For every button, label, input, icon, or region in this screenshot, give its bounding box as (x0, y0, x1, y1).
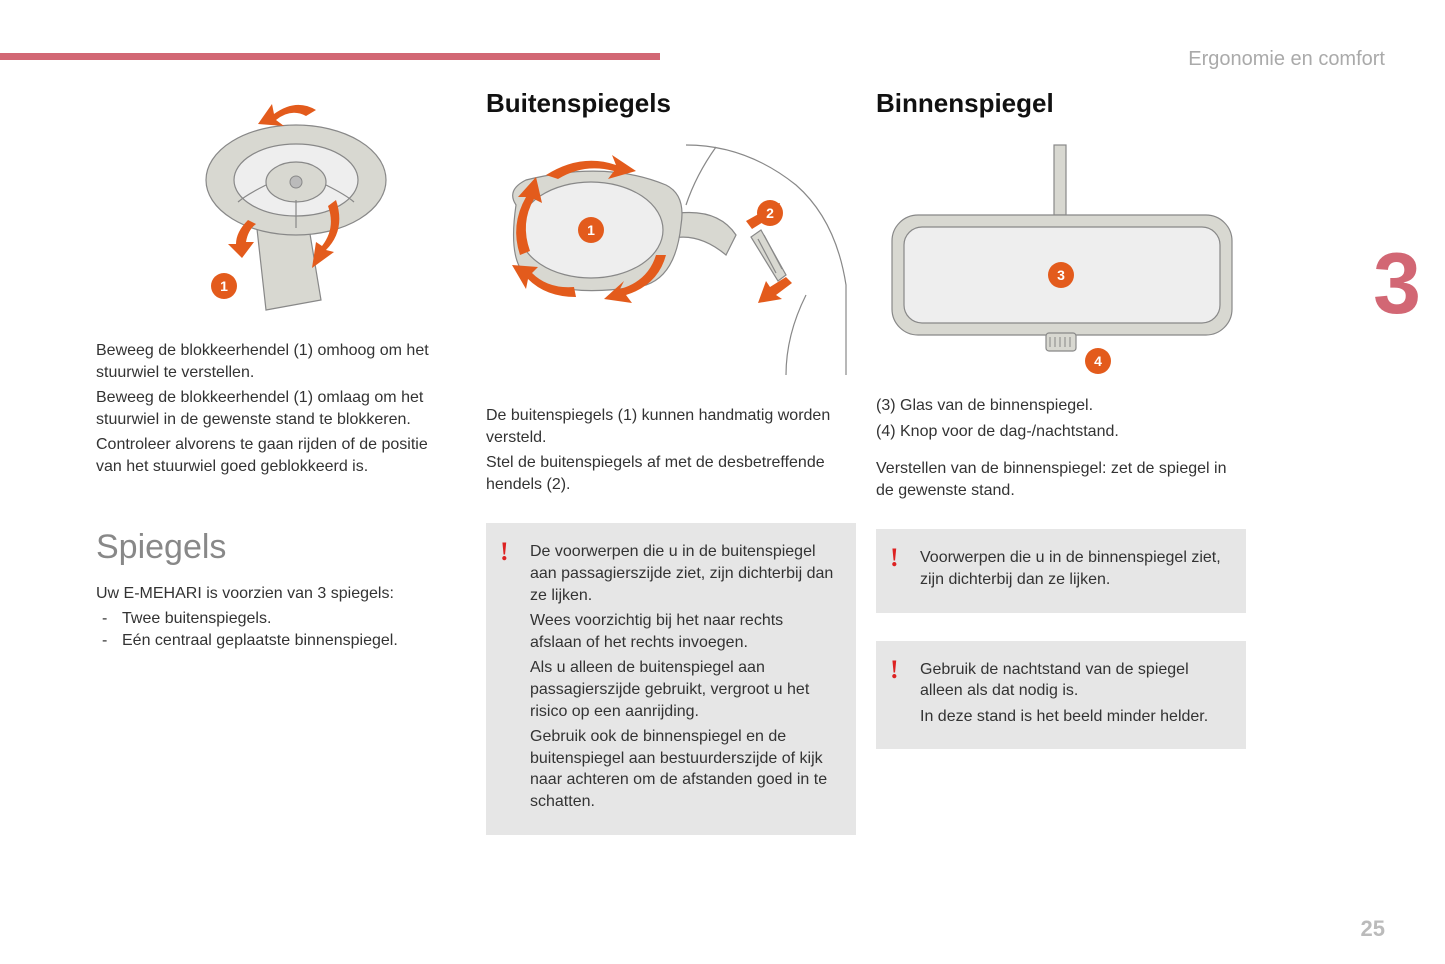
steering-wheel-illustration: 1 (146, 100, 406, 320)
warning-box-interior-2: ! Gebruik de nachtstand van de spiegel a… (876, 641, 1246, 750)
col2-paragraph-2: Stel de buitenspiegels af met de desbetr… (486, 452, 856, 495)
svg-text:1: 1 (220, 278, 228, 294)
column-2: Buitenspiegels 1 2 De buitenspiegels (1)… (486, 88, 856, 835)
col1-paragraph-1: Beweeg de blokkeerhendel (1) omhoog om h… (96, 340, 456, 383)
notice-line: De voorwerpen die u in de buitenspiegel … (530, 541, 838, 606)
col3-paragraph-1: (3) Glas van de binnenspiegel. (876, 395, 1246, 417)
col1-paragraph-3: Controleer alvorens te gaan rijden of de… (96, 434, 456, 477)
page-number: 25 (1361, 916, 1385, 942)
chapter-number: 3 (1373, 235, 1421, 334)
col2-paragraph-1: De buitenspiegels (1) kunnen handmatig w… (486, 405, 856, 448)
svg-text:4: 4 (1094, 353, 1102, 369)
warning-box-interior-1: ! Voorwerpen die u in de binnenspiegel z… (876, 529, 1246, 612)
warning-icon: ! (890, 657, 899, 683)
spiegels-list: Twee buitenspiegels. Eén centraal geplaa… (96, 608, 456, 651)
svg-text:3: 3 (1057, 267, 1065, 283)
notice-line: In deze stand is het beeld minder helder… (920, 706, 1228, 728)
interior-mirror-illustration: 3 4 (876, 135, 1246, 375)
column-3: Binnenspiegel 3 4 (3) Glas van de binnen… (876, 88, 1246, 749)
notice-line: Gebruik ook de binnenspiegel en de buite… (530, 726, 838, 812)
col1-paragraph-2: Beweeg de blokkeerhendel (1) omlaag om h… (96, 387, 456, 430)
svg-text:2: 2 (766, 205, 774, 221)
list-item: Twee buitenspiegels. (96, 608, 456, 630)
warning-icon: ! (890, 545, 899, 571)
spiegels-intro: Uw E-MEHARI is voorzien van 3 spiegels: (96, 583, 456, 605)
binnenspiegel-heading: Binnenspiegel (876, 88, 1246, 119)
col3-paragraph-2: (4) Knop voor de dag-/nachtstand. (876, 421, 1246, 443)
top-accent-bar (0, 53, 660, 60)
notice-line: Wees voorzichtig bij het naar rechts afs… (530, 610, 838, 653)
section-header: Ergonomie en comfort (1188, 48, 1385, 71)
warning-box-exterior: ! De voorwerpen die u in de buitenspiege… (486, 523, 856, 834)
notice-line: Gebruik de nachtstand van de spiegel all… (920, 659, 1228, 702)
column-1: 1 Beweeg de blokkeerhendel (1) omhoog om… (96, 88, 456, 651)
buitenspiegels-heading: Buitenspiegels (486, 88, 856, 119)
warning-icon: ! (500, 539, 509, 565)
spiegels-heading: Spiegels (96, 528, 456, 567)
notice-line: Als u alleen de buitenspiegel aan passag… (530, 657, 838, 722)
notice-line: Voorwerpen die u in de binnenspiegel zie… (920, 547, 1228, 590)
col3-paragraph-3: Verstellen van de binnenspiegel: zet de … (876, 458, 1246, 501)
exterior-mirror-illustration: 1 2 (486, 135, 856, 385)
svg-text:1: 1 (587, 222, 595, 238)
list-item: Eén centraal geplaatste binnenspiegel. (96, 630, 456, 652)
